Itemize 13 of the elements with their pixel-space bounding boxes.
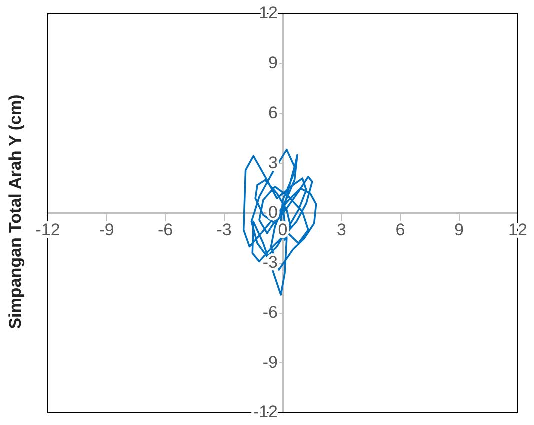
y-tick-label: -6 (262, 302, 278, 322)
y-tick-label: 6 (268, 103, 278, 122)
x-tick-label: 9 (454, 220, 464, 240)
x-tick-label: 3 (337, 220, 346, 240)
y-tick-label: -9 (262, 352, 278, 372)
x-tick-label: 6 (396, 220, 406, 240)
y-axis-title: Simpangan Total Arah Y (cm) (6, 94, 26, 330)
x-tick-label: -6 (158, 220, 174, 240)
x-tick-label: -3 (216, 220, 232, 240)
x-tick-label: -9 (99, 220, 114, 240)
y-tick-label: 3 (268, 153, 278, 172)
y-tick-label: 0 (268, 203, 278, 222)
y-tick-label: 9 (268, 54, 278, 73)
